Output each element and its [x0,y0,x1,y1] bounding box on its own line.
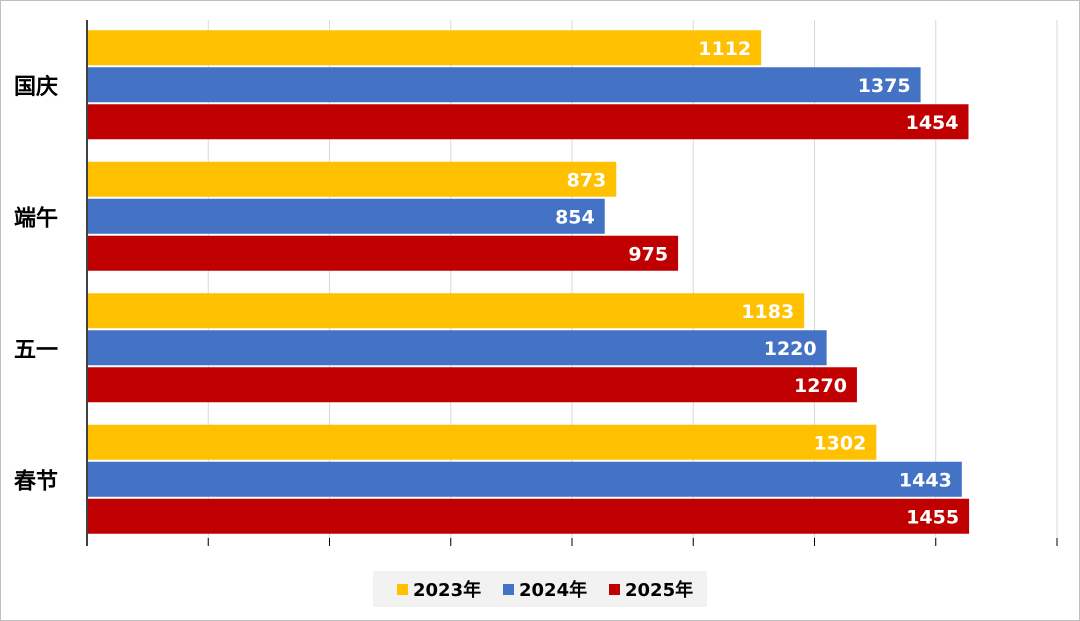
bar-0-1 [88,67,921,103]
legend-item-2024: 2024年 [503,571,587,607]
data-label-3-1: 1443 [899,469,952,491]
legend: 2023年 2024年 2025年 [373,571,707,607]
bar-3-1 [88,461,962,497]
bar-0-2 [88,104,969,140]
legend-swatch-2024 [503,583,514,595]
data-label-2-1: 1220 [764,338,817,360]
bar-1-1 [88,198,605,234]
bar-1-0 [88,161,617,197]
data-label-2-0: 1183 [741,301,794,323]
legend-item-2023: 2023年 [397,571,481,607]
data-label-1-0: 873 [567,169,607,191]
bar-3-2 [88,498,970,534]
data-label-0-1: 1375 [858,75,911,97]
category-label-1: 端午 [14,205,58,231]
legend-label-2023: 2023年 [413,580,482,601]
bars: 1112 1375 1454 873 854 975 1183 1220 1270 1302 144… [88,30,970,534]
legend-item-2025: 2025年 [609,571,693,607]
category-label-2: 五一 [14,338,58,363]
data-label-0-2: 1454 [906,112,959,134]
legend-label-2025: 2025年 [625,580,694,601]
data-label-3-0: 1302 [813,432,866,454]
bar-2-0 [88,293,805,329]
data-label-3-2: 1455 [906,506,959,528]
data-label-1-2: 975 [628,243,668,265]
category-label-0: 国庆 [14,74,58,100]
bar-2-1 [88,330,827,366]
data-label-0-0: 1112 [698,38,751,60]
legend-swatch-2023 [397,583,408,595]
legend-swatch-2025 [609,583,620,595]
bar-0-0 [88,30,762,66]
data-label-2-2: 1270 [794,375,847,397]
bar-3-0 [88,424,877,460]
category-label-3: 春节 [14,469,58,494]
bar-2-2 [88,367,857,403]
data-label-1-1: 854 [555,206,595,228]
bar-1-2 [88,235,679,271]
legend-label-2024: 2024年 [519,580,588,601]
